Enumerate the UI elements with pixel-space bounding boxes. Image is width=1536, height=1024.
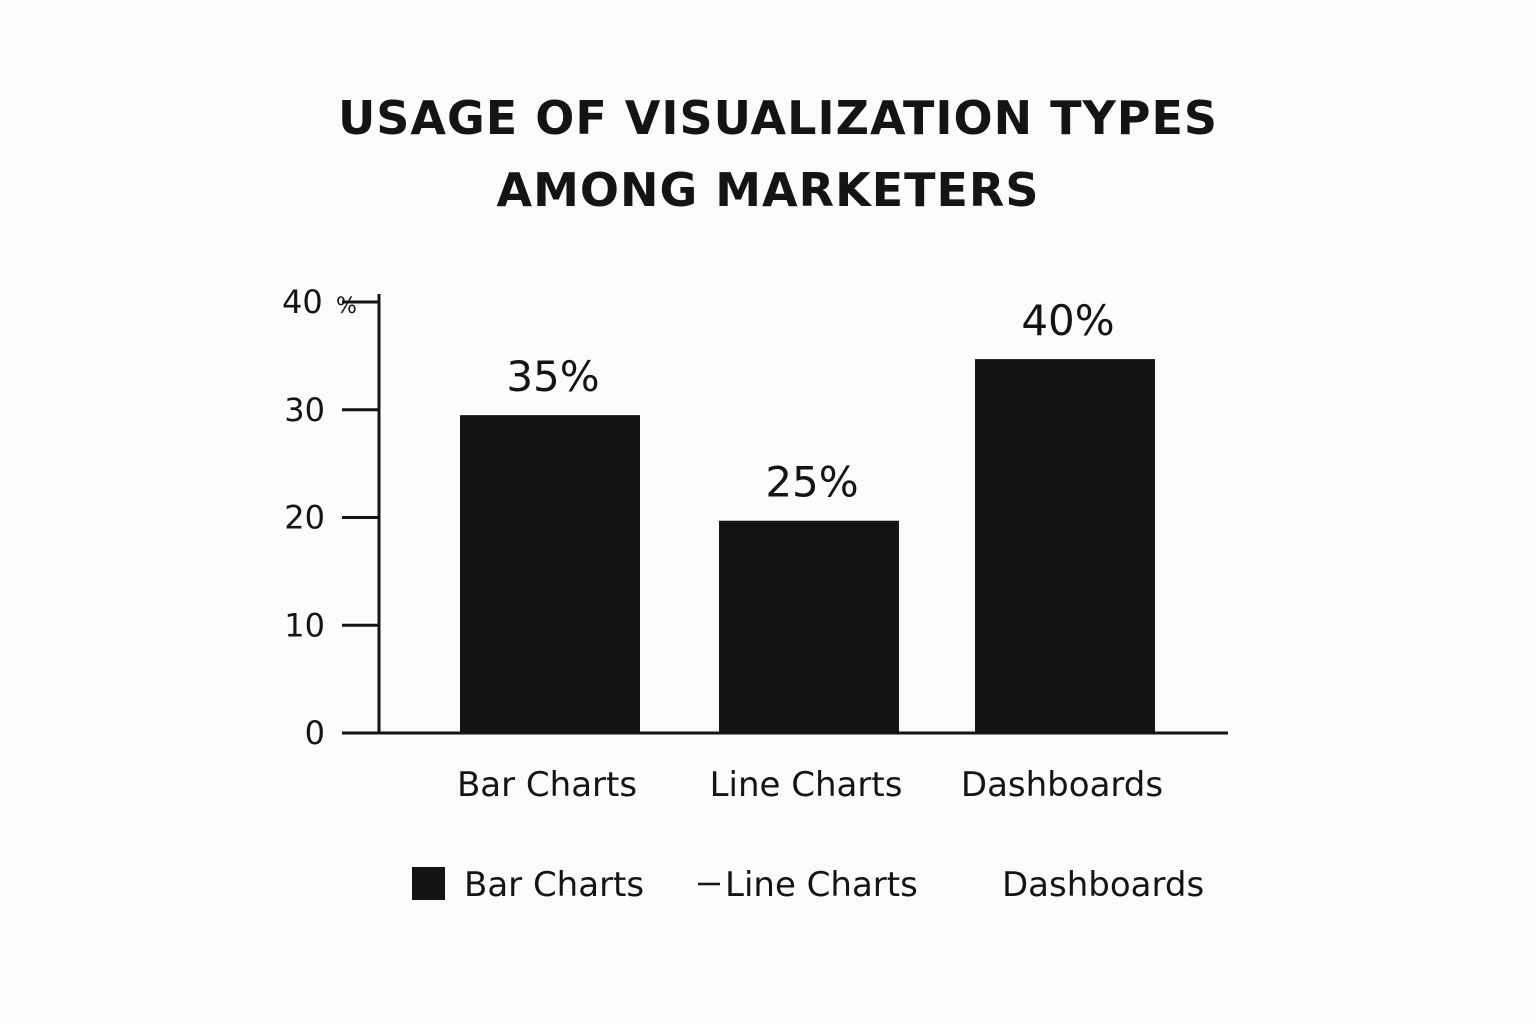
y-tick-label: 0	[305, 714, 325, 752]
bars-group	[460, 359, 1155, 733]
chart-title-line-1: USAGE OF VISUALIZATION TYPES	[338, 91, 1218, 145]
legend: Bar Charts Line Charts Dashboards	[412, 865, 1204, 905]
chart-title: USAGE OF VISUALIZATION TYPES AMONG MARKE…	[338, 91, 1218, 217]
x-tick-label: Bar Charts	[457, 765, 637, 805]
bar	[975, 359, 1155, 733]
legend-marker-bar-charts	[412, 867, 445, 900]
legend-label-bar-charts: Bar Charts	[464, 865, 644, 905]
bar-data-label: 25%	[765, 458, 858, 507]
y-axis-unit-label: %	[336, 294, 357, 319]
x-axis-tick-labels: Bar Charts Line Charts Dashboards	[457, 765, 1163, 805]
y-tick-label: 10	[284, 606, 325, 644]
legend-label-line-charts: Line Charts	[725, 865, 918, 905]
y-axis-ticks: 0 10 20 30 40%	[282, 283, 379, 752]
bar-data-label: 35%	[506, 352, 599, 401]
legend-label-dashboards: Dashboards	[1002, 865, 1204, 905]
bar-data-label: 40%	[1021, 296, 1114, 345]
chart-title-line-2: AMONG MARKETERS	[497, 163, 1040, 217]
y-tick-label: 40	[282, 283, 323, 321]
data-labels-group: 35% 25% 40%	[506, 296, 1114, 507]
x-tick-label: Line Charts	[710, 765, 903, 805]
x-tick-label: Dashboards	[961, 765, 1163, 805]
y-tick-label: 30	[284, 391, 325, 429]
y-tick-label: 20	[284, 499, 325, 537]
bar	[719, 520, 899, 733]
bar	[460, 415, 640, 733]
